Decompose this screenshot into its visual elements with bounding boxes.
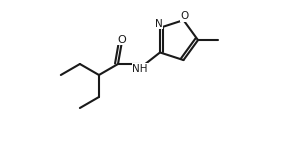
Text: N: N — [155, 19, 163, 29]
Text: NH: NH — [132, 64, 148, 74]
Text: O: O — [180, 11, 189, 21]
Text: O: O — [117, 35, 126, 44]
